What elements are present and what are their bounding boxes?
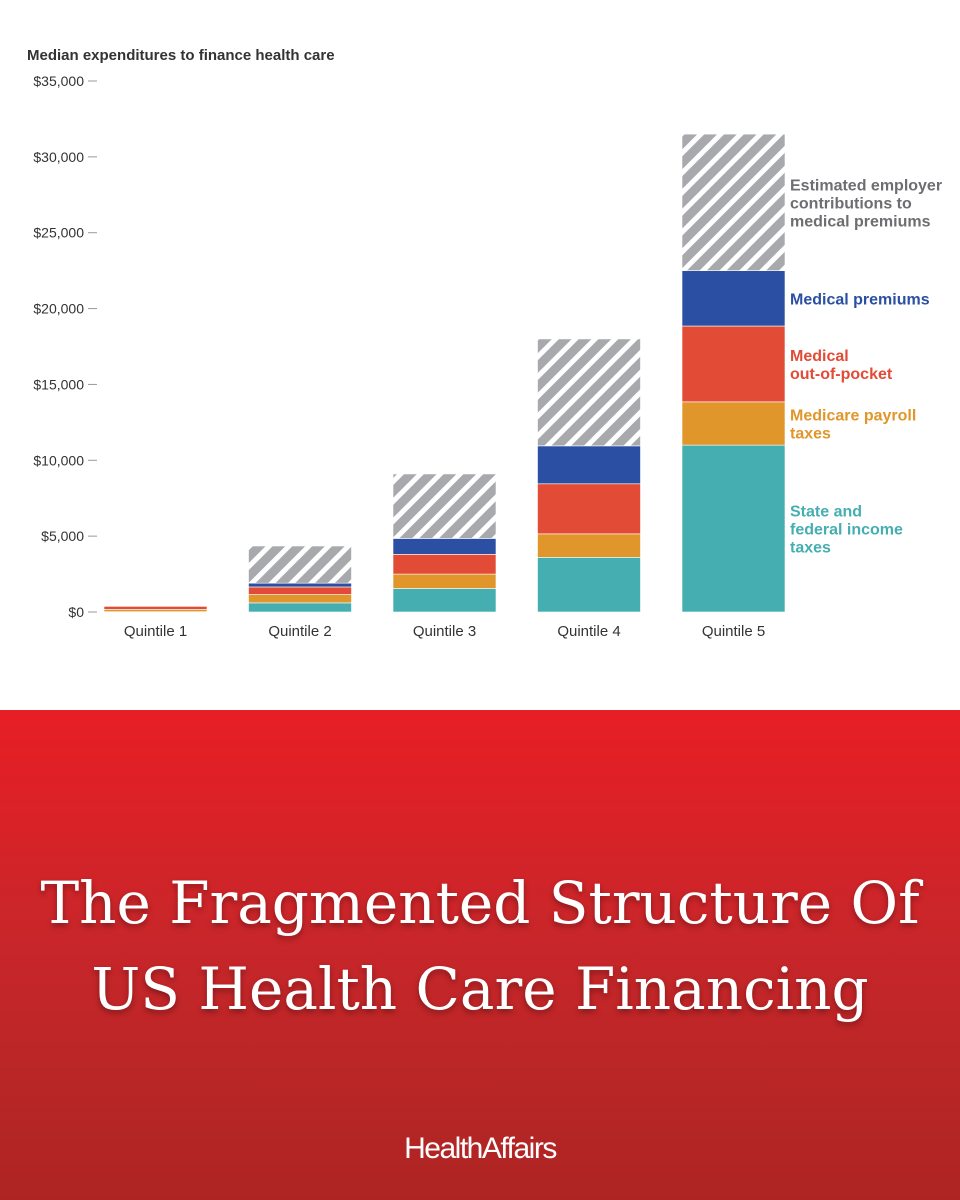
bar-segment-1-2 xyxy=(248,602,352,613)
legend-label: Medical out-of-pocket xyxy=(790,348,893,383)
bar-segment-3-4 xyxy=(537,483,641,535)
bar-segment-1-5 xyxy=(681,444,786,613)
y-tick-label: $5,000 xyxy=(41,528,84,544)
bar-segment-2-2 xyxy=(248,594,352,604)
title-banner: The Fragmented Structure Of US Health Ca… xyxy=(0,710,960,1200)
legend-label: State and federal income taxes xyxy=(790,504,903,557)
y-tick-label: $15,000 xyxy=(33,376,84,392)
legend: State and federal income taxes Medicare pay… xyxy=(790,177,942,556)
y-tick-label: $25,000 xyxy=(33,225,84,241)
bar-segment-2-4 xyxy=(537,533,641,558)
bar-segment-3-5 xyxy=(681,325,786,403)
bars xyxy=(103,133,786,613)
bar-segment-5-3 xyxy=(392,473,497,539)
bar-segment-4-2 xyxy=(248,582,352,588)
x-tick-label: Quintile 5 xyxy=(702,623,765,640)
brand-logo: HealthAffairs xyxy=(404,1132,557,1165)
bar-segment-4-5 xyxy=(681,270,786,327)
y-tick-label: $10,000 xyxy=(33,452,84,468)
y-tick-label: $35,000 xyxy=(33,73,84,89)
x-axis: Quintile 1 Quintile 2 Quintile 3 Quintile 4… xyxy=(124,623,765,640)
legend-label: Medical premiums xyxy=(790,291,930,308)
bar-segment-5-5 xyxy=(681,133,786,271)
y-axis-title: Median expenditures to finance health ca… xyxy=(27,47,335,64)
banner-title-line-1: The Fragmented Structure Of xyxy=(40,869,920,937)
x-tick-label: Quintile 2 xyxy=(268,623,331,640)
bar-segment-4-3 xyxy=(392,538,497,555)
legend-label: Medicare payroll taxes xyxy=(790,407,916,442)
legend-label: Estimated employer contributions to medica… xyxy=(790,177,942,230)
y-tick-label: $30,000 xyxy=(33,149,84,165)
banner-title-line-2: US Health Care Financing xyxy=(91,955,869,1023)
chart-area: Median expenditures to finance health ca… xyxy=(27,47,943,640)
bar-segment-5-2 xyxy=(248,545,352,584)
bar-segment-2-3 xyxy=(392,573,497,589)
banner-title: The Fragmented Structure Of US Health Ca… xyxy=(0,860,960,1032)
x-tick-label: Quintile 3 xyxy=(413,623,476,640)
bar-segment-1-3 xyxy=(392,588,497,613)
bar-segment-3-3 xyxy=(392,554,497,575)
y-axis: $0 $5,000 $10,000 $15,000 $20,000 $25,000 $30,… xyxy=(33,73,97,620)
bar-segment-3-2 xyxy=(248,586,352,595)
bar-segment-2-1 xyxy=(103,609,208,612)
y-tick-label: $20,000 xyxy=(33,301,84,317)
stacked-bar-chart: Median expenditures to finance health ca… xyxy=(27,47,942,640)
bar-segment-4-4 xyxy=(537,445,641,485)
bar-segment-2-5 xyxy=(681,401,786,446)
x-tick-label: Quintile 4 xyxy=(557,623,620,640)
x-tick-label: Quintile 1 xyxy=(124,623,187,640)
bar-segment-5-4 xyxy=(537,338,641,447)
bar-segment-3-1 xyxy=(103,606,208,610)
y-tick-label: $0 xyxy=(68,604,84,620)
bar-segment-1-4 xyxy=(537,557,641,613)
